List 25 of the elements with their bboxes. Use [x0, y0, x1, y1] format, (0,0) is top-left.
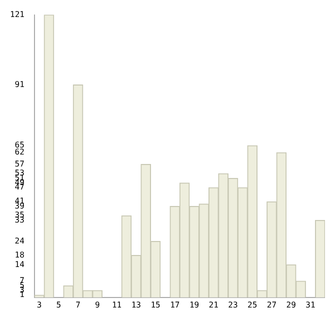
x-tick-label: 7: [76, 300, 81, 310]
y-tick-label: 24: [14, 236, 25, 246]
x-tick-label: 15: [150, 300, 161, 310]
x-tick-label: 17: [170, 300, 180, 310]
x-tick-label: 5: [56, 300, 62, 310]
x-tick-label: 3: [36, 300, 42, 310]
y-tick-label: 65: [14, 140, 25, 150]
x-tick-label: 23: [228, 300, 238, 310]
x-tick-label: 19: [189, 300, 200, 310]
x-tick-label: 29: [286, 300, 296, 310]
x-tick-label: 21: [208, 300, 219, 310]
y-tick-label: 14: [14, 260, 25, 269]
x-tick-label: 25: [248, 300, 258, 310]
y-tick-label: 62: [14, 148, 25, 157]
x-tick-label: 27: [266, 300, 277, 310]
x-tick-label: 31: [306, 300, 316, 310]
y-tick-label: 1: [20, 290, 25, 300]
y-tick-label: 47: [14, 182, 25, 192]
y-tick-label: 18: [14, 250, 25, 260]
x-tick-label: 11: [112, 300, 122, 310]
x-tick-label: 9: [94, 300, 100, 310]
y-tick-label: 57: [14, 159, 25, 168]
x-tick-label: 13: [131, 300, 142, 310]
y-tick-label: 91: [14, 80, 25, 89]
y-tick-label: 121: [10, 10, 25, 19]
